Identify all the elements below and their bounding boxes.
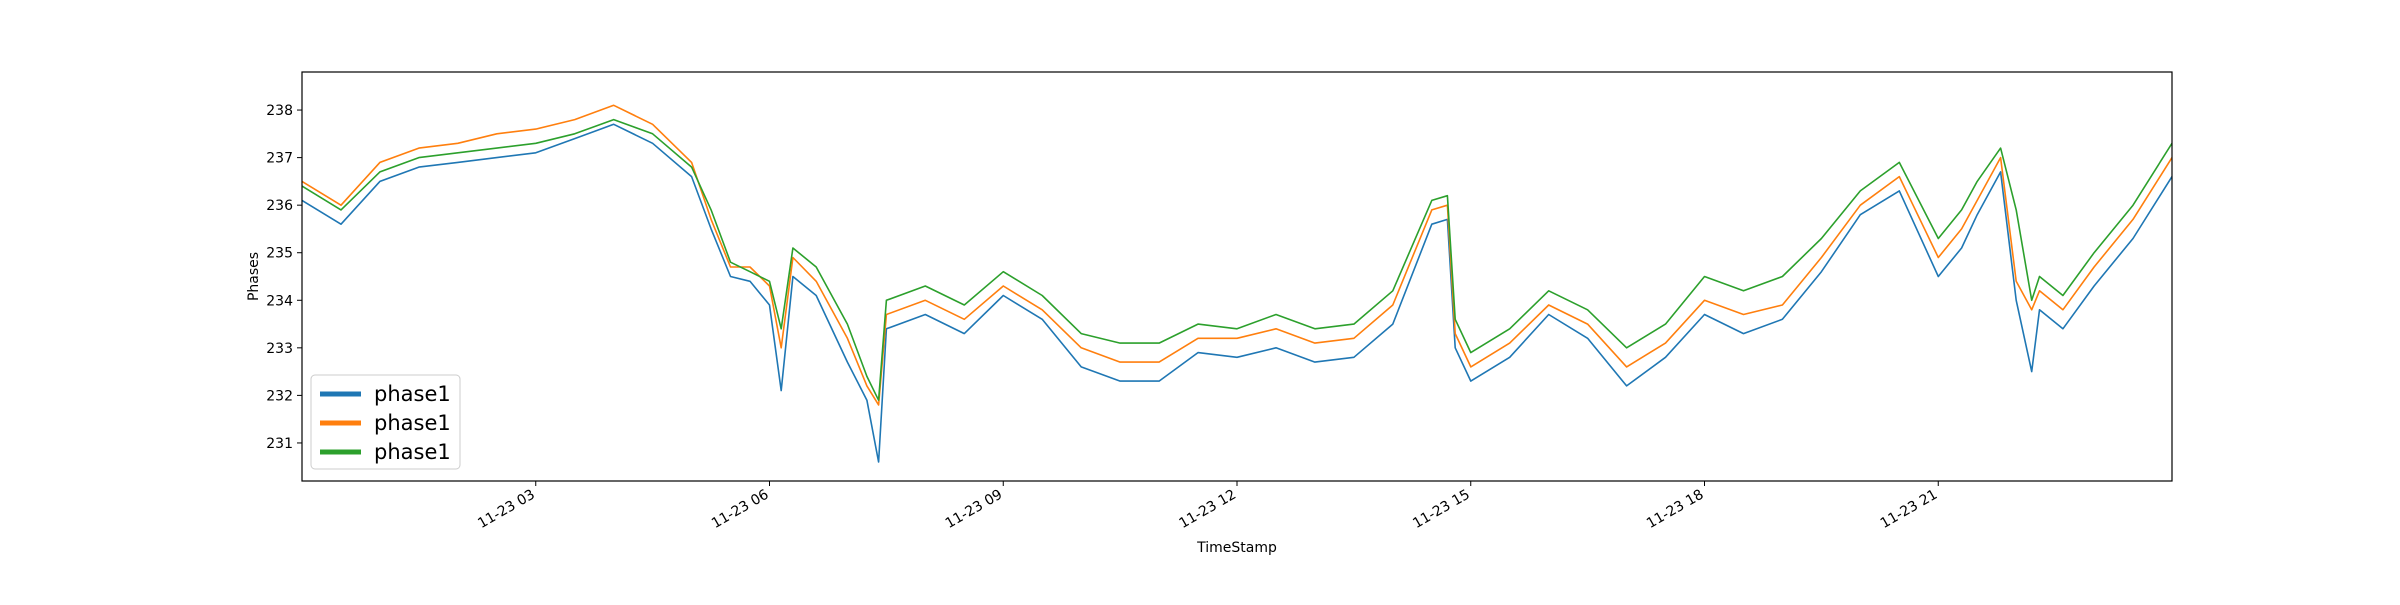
legend-label-3: phase1 xyxy=(374,440,451,464)
y-tick-label: 232 xyxy=(266,388,293,404)
series-line-1 xyxy=(302,123,2172,463)
x-tick-label: 11-23 21 xyxy=(1878,487,1941,532)
legend-label-1: phase1 xyxy=(374,382,451,406)
x-tick-label: 11-23 03 xyxy=(475,487,538,532)
series-line-2 xyxy=(302,104,2172,406)
y-axis-label: Phases xyxy=(246,252,262,301)
y-tick-label: 236 xyxy=(266,198,293,214)
series-line-3 xyxy=(302,118,2172,402)
y-tick-label: 231 xyxy=(266,436,293,452)
legend-label-2: phase1 xyxy=(374,411,451,435)
legend-box xyxy=(310,374,461,470)
x-tick-label: 11-23 18 xyxy=(1644,487,1707,532)
x-tick-label: 11-23 12 xyxy=(1176,487,1239,532)
y-tick-label: 235 xyxy=(266,246,293,262)
y-tick-label: 237 xyxy=(266,151,293,167)
y-tick-label: 234 xyxy=(266,293,293,309)
plot-frame xyxy=(301,71,2173,482)
x-axis-label: TimeStamp xyxy=(1196,540,1277,556)
x-tick-label: 11-23 06 xyxy=(709,487,772,532)
y-tick-label: 238 xyxy=(266,103,293,119)
y-tick-label: 233 xyxy=(266,341,293,357)
x-tick-label: 11-23 15 xyxy=(1410,487,1473,532)
x-tick-label: 11-23 09 xyxy=(943,487,1006,532)
